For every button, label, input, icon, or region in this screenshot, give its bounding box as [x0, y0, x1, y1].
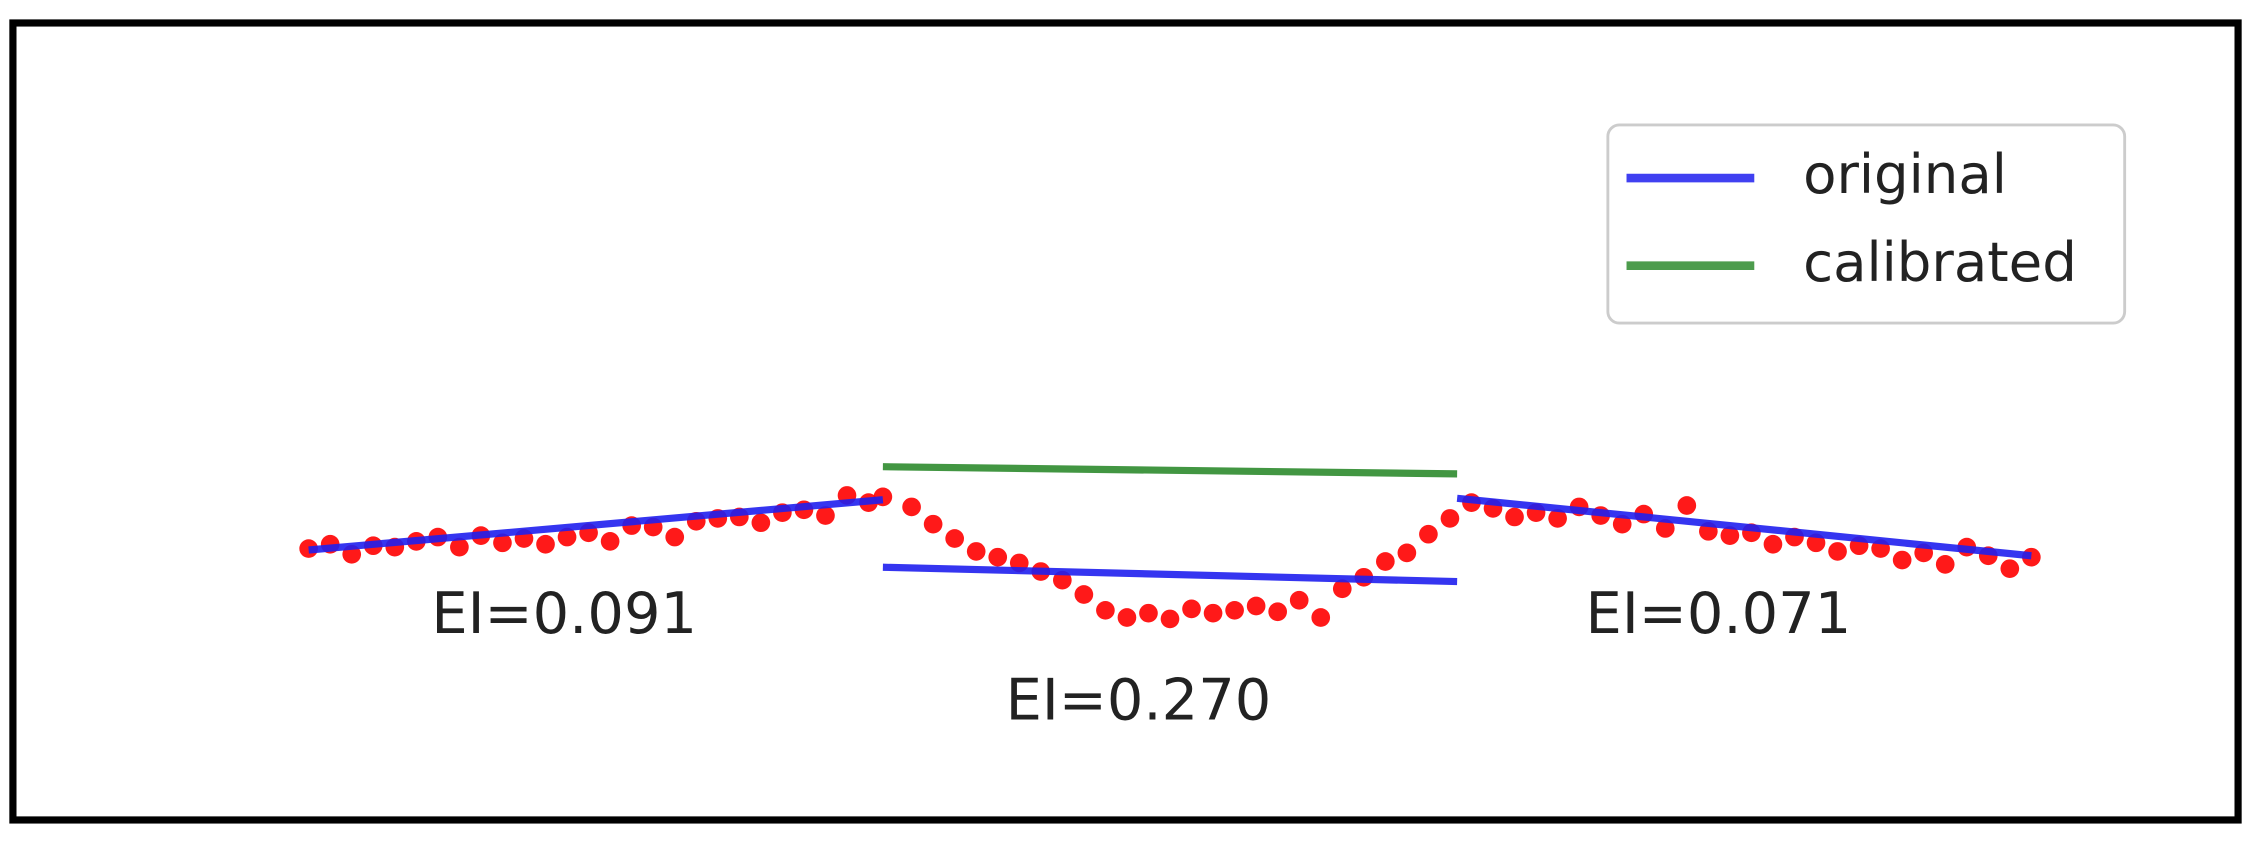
- data-point: [1935, 555, 1955, 574]
- data-point: [1720, 526, 1740, 545]
- legend: original calibrated: [1606, 123, 2127, 325]
- data-point: [1655, 519, 1675, 538]
- data-point: [1182, 599, 1201, 619]
- data-point: [1225, 600, 1244, 620]
- data-point: [1203, 603, 1223, 623]
- data-point: [1246, 596, 1266, 616]
- data-point: [1419, 524, 1438, 544]
- data-point: [1505, 507, 1524, 527]
- annotation: EI=0.071: [1586, 580, 1852, 647]
- fit-line: [1456, 494, 2032, 560]
- data-point: [1311, 608, 1331, 627]
- data-point: [536, 534, 555, 554]
- annotation: EI=0.270: [1006, 666, 1272, 733]
- data-point: [945, 529, 964, 548]
- data-point: [1117, 608, 1137, 627]
- annotation: EI=0.091: [431, 580, 697, 647]
- data-point: [1828, 542, 1847, 561]
- data-point: [751, 513, 771, 533]
- data-point: [1139, 603, 1158, 623]
- data-point: [1892, 550, 1912, 570]
- data-point: [816, 506, 835, 525]
- data-point: [665, 527, 685, 547]
- fit-line: [308, 496, 884, 554]
- data-point: [1677, 496, 1697, 515]
- fit-line: [882, 463, 1458, 478]
- data-point: [1268, 602, 1288, 622]
- fit-line: [882, 563, 1458, 586]
- plot-area: EI=0.091 EI=0.270 EI=0.071: [299, 463, 2041, 733]
- data-point: [600, 532, 620, 551]
- data-point: [1289, 590, 1309, 610]
- data-point: [1096, 600, 1115, 620]
- legend-label: original: [1803, 142, 2007, 206]
- data-point: [1376, 552, 1395, 571]
- data-point: [1548, 509, 1567, 528]
- data-point: [1332, 579, 1352, 599]
- data-point: [1053, 570, 1072, 590]
- data-point: [1763, 534, 1783, 554]
- data-point: [1160, 609, 1180, 629]
- data-point: [966, 542, 986, 561]
- legend-label: calibrated: [1803, 230, 2077, 294]
- data-point: [902, 497, 921, 517]
- data-point: [450, 537, 469, 557]
- data-point: [557, 527, 577, 547]
- data-point: [1397, 543, 1417, 563]
- data-point: [2000, 559, 2020, 579]
- data-point: [1074, 585, 1094, 604]
- data-point: [988, 547, 1008, 567]
- data-point: [1612, 514, 1632, 534]
- data-point: [1440, 509, 1460, 528]
- data-point: [923, 514, 943, 534]
- data-point: [493, 533, 512, 553]
